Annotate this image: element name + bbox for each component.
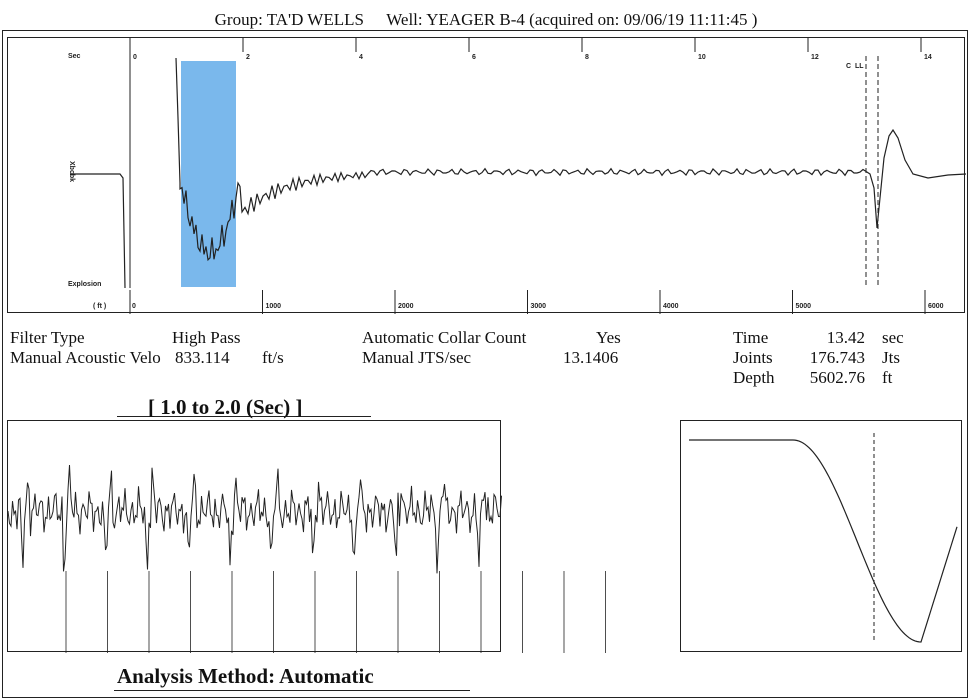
report-header: Group: TA'D WELLS Well: YEAGER B-4 (acqu…: [0, 10, 972, 30]
filter-response-curve: [689, 439, 958, 643]
top-tick-label: 8: [585, 54, 589, 61]
group-label: Group: TA'D WELLS: [214, 10, 364, 29]
analysis-method: Analysis Method: Automatic: [117, 664, 374, 688]
time-unit: sec: [882, 328, 904, 347]
manual-jts-value: 13.1406: [563, 348, 619, 367]
bottom-tick-label: 0: [132, 303, 136, 310]
zoom-range-title: [ 1.0 to 2.0 (Sec) ]: [148, 395, 303, 419]
selected-range-highlight[interactable]: [181, 61, 236, 287]
top-tick-label: 10: [698, 54, 706, 61]
depth-value: 5602.76: [809, 368, 865, 387]
joints-value: 176.743: [809, 348, 865, 367]
bottom-tick-label: 4000: [663, 303, 679, 310]
bottom-tick-label: 6000: [928, 303, 944, 310]
bottom-tick-label: 1000: [266, 303, 282, 310]
time-label: Time: [733, 328, 769, 347]
zoom-chart-panel: [7, 420, 606, 653]
manual-velo-value: 833.114: [175, 348, 230, 367]
zoom-title-underline: [117, 416, 371, 417]
report-frame: [2, 30, 968, 698]
acoustic-trace-line: [70, 57, 967, 289]
auto-collar-label: Automatic Collar Count: [362, 328, 527, 347]
filter-type-value: High Pass: [172, 328, 241, 347]
manual-velo-label: Manual Acoustic Velo: [10, 348, 161, 367]
top-tick-label: 4: [359, 54, 363, 61]
filter-type-label: Filter Type: [10, 328, 85, 347]
explosion-label: Explosion: [68, 281, 101, 288]
bottom-tick-label: 3000: [531, 303, 547, 310]
top-tick-label: 12: [811, 54, 819, 61]
time-value: 13.42: [826, 328, 865, 347]
top-tick-label: 14: [924, 54, 932, 61]
top-tick-label: 2: [246, 54, 250, 61]
auto-collar-value: Yes: [596, 328, 621, 347]
manual-jts-label: Manual JTS/sec: [362, 348, 472, 367]
filter-response-svg: [689, 433, 958, 643]
depth-unit: ft: [882, 368, 893, 387]
zoom-chart-svg: [7, 464, 606, 653]
zoom-trace-line: [7, 464, 502, 574]
main-chart-panel: 0 2 4 6 8 10 12 14 0 1000 2000 3000 4000 5000 6000 Se…: [7, 37, 967, 314]
sec-axis-label: Sec: [68, 53, 81, 60]
depth-label: Depth: [733, 368, 775, 387]
top-tick-label: 6: [472, 54, 476, 61]
filter-response-panel: [680, 420, 962, 652]
y-side-label: Xbcbk: [68, 161, 75, 182]
analysis-underline: [114, 690, 470, 691]
well-label: Well: YEAGER B-4 (acquired on: 09/06/19 …: [386, 10, 758, 29]
bottom-tick-label: 5000: [796, 303, 812, 310]
manual-velo-unit: ft/s: [262, 348, 284, 367]
joints-unit: Jts: [882, 348, 900, 367]
ft-axis-label: ( ft ): [93, 303, 106, 310]
top-tick-label: 0: [133, 54, 137, 61]
marker-label: C LL: [846, 63, 864, 70]
joints-label: Joints: [733, 348, 773, 367]
main-chart-svg: 0 2 4 6 8 10 12 14 0 1000 2000 3000 4000 5000 6000 Se…: [68, 38, 967, 314]
bottom-tick-label: 2000: [398, 303, 414, 310]
